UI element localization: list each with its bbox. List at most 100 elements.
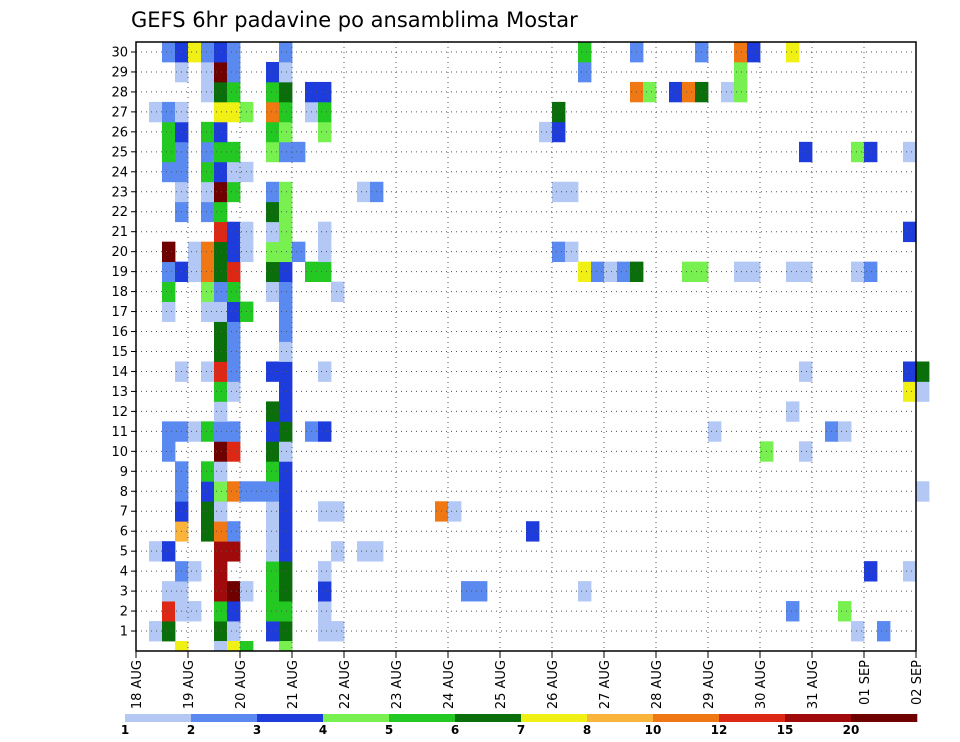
colorbar-segment bbox=[851, 714, 918, 722]
heatmap-cell bbox=[734, 261, 748, 283]
heatmap-cell bbox=[279, 641, 293, 651]
heatmap-cell bbox=[526, 521, 540, 542]
axis-ticks: 1234567891011121314151617181920212223242… bbox=[111, 45, 925, 709]
heatmap-cell bbox=[279, 361, 293, 382]
y-tick-label: 21 bbox=[111, 225, 128, 240]
x-tick-label: 28 AUG bbox=[650, 660, 665, 709]
y-tick-label: 25 bbox=[111, 145, 128, 160]
heatmap-cell bbox=[201, 181, 215, 203]
y-tick-label: 6 bbox=[120, 525, 128, 540]
heatmap-cell bbox=[747, 261, 761, 283]
heatmap-cell bbox=[214, 621, 228, 642]
heatmap-cell bbox=[227, 441, 241, 462]
colorbar-label: 12 bbox=[711, 723, 728, 737]
y-tick-label: 11 bbox=[111, 425, 128, 440]
heatmap-cell bbox=[318, 241, 332, 263]
heatmap-cell bbox=[279, 541, 293, 562]
y-tick-label: 26 bbox=[111, 125, 128, 140]
heatmap-cell bbox=[162, 141, 176, 163]
heatmap-cell bbox=[279, 101, 293, 123]
heatmap-cell bbox=[201, 501, 215, 522]
heatmap-cell bbox=[162, 241, 176, 263]
heatmap-cell bbox=[279, 121, 293, 143]
heatmap-cell bbox=[266, 61, 280, 83]
heatmap-cell bbox=[357, 541, 371, 562]
heatmap-cell bbox=[864, 261, 878, 283]
heatmap-cell bbox=[266, 401, 280, 422]
heatmap-cell bbox=[149, 541, 163, 562]
heatmap-cell bbox=[201, 461, 215, 482]
heatmap-cell bbox=[214, 241, 228, 263]
heatmap-cell bbox=[188, 421, 202, 442]
heatmap-cell bbox=[227, 141, 241, 163]
heatmap-cell bbox=[162, 121, 176, 143]
heatmap-cell bbox=[227, 221, 241, 243]
heatmap-cell bbox=[578, 261, 592, 283]
heatmap-cell bbox=[227, 621, 241, 642]
y-tick-label: 24 bbox=[111, 165, 128, 180]
y-tick-label: 20 bbox=[111, 245, 128, 260]
heatmap-cell bbox=[175, 641, 189, 651]
heatmap-cell bbox=[552, 101, 566, 123]
heatmap-cell bbox=[578, 581, 592, 602]
heatmap-cell bbox=[266, 461, 280, 482]
heatmap-cell bbox=[331, 501, 345, 522]
y-tick-label: 5 bbox=[120, 545, 128, 560]
heatmap-cell bbox=[201, 261, 215, 283]
heatmap-cell bbox=[682, 81, 696, 103]
heatmap-cell bbox=[227, 321, 241, 342]
heatmap-cell bbox=[279, 521, 293, 542]
heatmap-cell bbox=[201, 61, 215, 83]
heatmap-cell bbox=[227, 241, 241, 263]
heatmap-cell bbox=[240, 641, 254, 651]
heatmap-cell bbox=[201, 421, 215, 442]
heatmap-cell bbox=[799, 261, 813, 283]
heatmap-cell bbox=[331, 541, 345, 562]
heatmap-cell bbox=[162, 421, 176, 442]
heatmap-cell bbox=[227, 181, 241, 203]
heatmap-cell bbox=[201, 481, 215, 502]
colorbar-label: 4 bbox=[319, 723, 327, 737]
heatmap-cell bbox=[903, 361, 917, 382]
heatmap-cell bbox=[279, 561, 293, 582]
heatmap-cell bbox=[201, 121, 215, 143]
heatmap-cell bbox=[162, 42, 176, 63]
heatmap-cell bbox=[279, 421, 293, 442]
y-tick-label: 28 bbox=[111, 85, 128, 100]
heatmap-cell bbox=[214, 381, 228, 402]
heatmap-cell bbox=[214, 221, 228, 243]
heatmap-cell bbox=[162, 541, 176, 562]
heatmap-cell bbox=[643, 81, 657, 103]
heatmap-cell bbox=[578, 42, 592, 63]
heatmap-cell bbox=[318, 81, 332, 103]
heatmap-cell bbox=[266, 501, 280, 522]
heatmap-cell bbox=[201, 42, 215, 63]
heatmap-cell bbox=[448, 501, 462, 522]
heatmap-cell bbox=[162, 101, 176, 123]
heatmap-cell bbox=[162, 441, 176, 462]
heatmap-cell bbox=[253, 481, 267, 502]
heatmap-cell bbox=[266, 581, 280, 602]
heatmap-cell bbox=[227, 521, 241, 542]
heatmap-cell bbox=[266, 521, 280, 542]
heatmap-cell bbox=[214, 261, 228, 283]
heatmap-cell bbox=[214, 42, 228, 63]
heatmap-cell bbox=[227, 81, 241, 103]
heatmap-cell bbox=[552, 241, 566, 263]
colorbar-label: 1 bbox=[121, 723, 129, 737]
heatmap-cell bbox=[318, 101, 332, 123]
heatmap-cell bbox=[318, 261, 332, 283]
colorbar-label: 15 bbox=[777, 723, 794, 737]
heatmap-cell bbox=[279, 501, 293, 522]
heatmap-cell bbox=[331, 281, 345, 302]
heatmap-cell bbox=[903, 381, 917, 402]
heatmap-cell bbox=[279, 81, 293, 103]
heatmap-cell bbox=[318, 421, 332, 442]
colorbar-segment bbox=[389, 714, 456, 722]
heatmap-cell bbox=[227, 381, 241, 402]
heatmap-cell bbox=[604, 261, 618, 283]
heatmap-cell bbox=[266, 441, 280, 462]
heatmap-cell bbox=[708, 421, 722, 442]
heatmap-cell bbox=[201, 301, 215, 322]
heatmap-cell bbox=[227, 421, 241, 442]
